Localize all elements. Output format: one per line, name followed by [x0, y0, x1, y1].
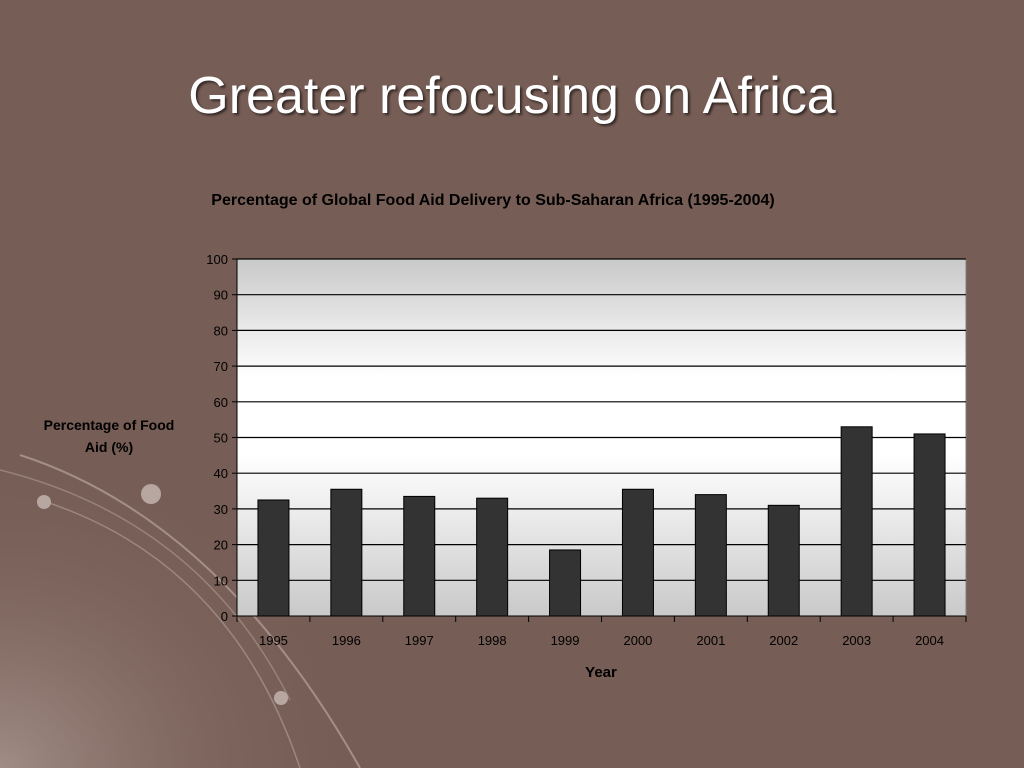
decor-curve: [0, 469, 291, 701]
bar-2002: [767, 504, 800, 617]
y-tick-label: 10: [214, 573, 228, 588]
decor-bead: [141, 484, 161, 504]
slide-title: Greater refocusing on Africa: [188, 67, 836, 125]
x-tick-label: 1998: [478, 633, 507, 648]
bar-1999: [549, 549, 582, 617]
y-axis-label-line: Aid (%): [85, 439, 133, 455]
bar-2003: [840, 426, 873, 617]
decor-bead: [37, 495, 51, 509]
y-tick-label: 80: [214, 323, 228, 338]
decor-bead: [274, 691, 288, 705]
bar-2004: [913, 433, 946, 617]
bar-1996: [330, 488, 363, 617]
y-axis-label-line: Percentage of Food: [44, 417, 175, 433]
y-axis-label: Percentage of Food Aid (%): [44, 417, 175, 455]
bar-1997: [403, 495, 436, 617]
chart-title: Percentage of Global Food Aid Delivery t…: [211, 192, 774, 209]
bar-2001: [694, 494, 727, 617]
y-tick-label: 40: [214, 466, 228, 481]
x-tick-label: 1996: [332, 633, 361, 648]
x-tick-label: 2001: [696, 633, 725, 648]
x-tick-label: 2002: [769, 633, 798, 648]
decor-curve: [19, 454, 361, 768]
y-tick-label: 60: [214, 395, 228, 410]
x-tick-label: 1997: [405, 633, 434, 648]
x-tick-label: 2004: [915, 633, 944, 648]
bar-1995: [257, 499, 290, 617]
y-tick-label: 90: [214, 288, 228, 303]
x-tick-label: 1999: [551, 633, 580, 648]
x-tick-label: 2000: [623, 633, 652, 648]
y-tick-label: 0: [221, 609, 228, 624]
bar-2000: [621, 488, 654, 617]
x-axis-label: Year: [585, 664, 617, 681]
y-tick-label: 50: [214, 431, 228, 446]
y-tick-label: 70: [214, 359, 228, 374]
y-tick-label: 20: [214, 538, 228, 553]
y-tick-label: 100: [206, 252, 228, 267]
x-tick-label: 1995: [259, 633, 288, 648]
bar-1998: [476, 497, 509, 617]
decor-curve: [39, 499, 301, 768]
y-tick-label: 30: [214, 502, 228, 517]
x-tick-label: 2003: [842, 633, 871, 648]
